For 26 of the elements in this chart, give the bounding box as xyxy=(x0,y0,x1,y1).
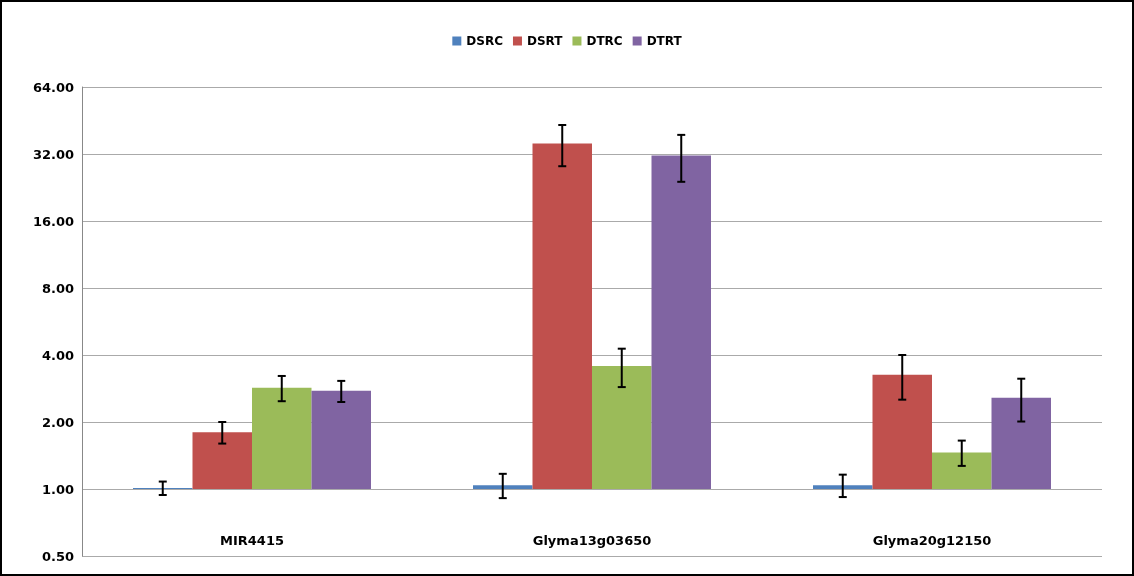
x-tick-label: Glyma13g03650 xyxy=(532,533,652,548)
bar xyxy=(872,374,932,489)
y-tick-label: 8.00 xyxy=(41,280,74,296)
y-tick-label: 1.00 xyxy=(41,481,74,497)
legend-label: DTRC xyxy=(586,34,623,48)
bar xyxy=(651,155,711,489)
y-tick-label: 16.00 xyxy=(32,213,74,229)
y-tick-label: 0.50 xyxy=(41,548,74,564)
legend-label: DSRC xyxy=(466,34,504,48)
y-tick-label: 4.00 xyxy=(41,347,74,363)
x-tick-label: MIR4415 xyxy=(220,533,284,548)
legend-label: DTRT xyxy=(646,34,683,48)
y-tick-label: 32.00 xyxy=(32,146,74,162)
bar xyxy=(252,387,312,489)
bar xyxy=(592,365,652,489)
bar xyxy=(473,485,533,489)
bar xyxy=(991,397,1051,489)
y-tick-label: 2.00 xyxy=(41,414,74,430)
bar xyxy=(532,143,592,489)
legend-label: DSRT xyxy=(526,34,564,48)
bar xyxy=(813,485,873,489)
y-tick-label: 64.00 xyxy=(32,79,74,95)
bar xyxy=(192,432,252,489)
bar xyxy=(311,390,371,489)
bar xyxy=(932,452,992,489)
x-tick-label: Glyma20g12150 xyxy=(872,533,992,548)
